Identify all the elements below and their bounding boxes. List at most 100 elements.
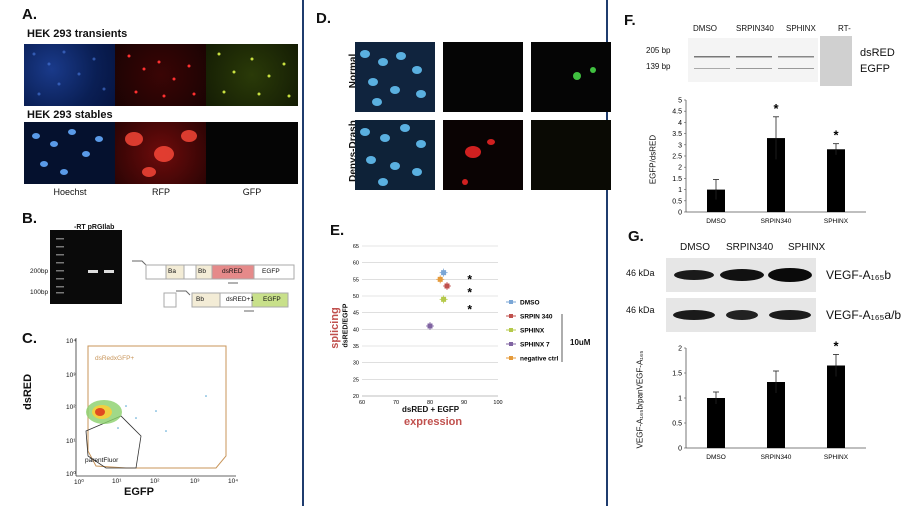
bar-bar-f-1	[767, 138, 785, 212]
divider-right	[606, 0, 608, 506]
gel-bands	[56, 238, 114, 294]
flow-xtick-0: 10⁰	[74, 479, 84, 486]
construct-diagram	[132, 260, 295, 312]
ytick-bar-f-1: 0.5	[672, 198, 682, 205]
bar-bar-g-0	[707, 398, 725, 448]
flow-ytick-3: 10³	[66, 372, 76, 379]
star-bar-g-2: *	[833, 340, 839, 354]
flow-xtick-1: 10¹	[112, 478, 122, 485]
ytick-bar-f-2: 1	[678, 187, 682, 194]
lane-f-srpin: SRPIN340	[736, 24, 774, 33]
legend-label-e-3: SPHINX 7	[520, 342, 550, 349]
flow-ytick-4: 10⁴	[66, 338, 77, 345]
legend-marker-e-0	[509, 300, 513, 304]
construct-bb-2: Bb	[196, 296, 204, 303]
ytick-bar-f-6: 3	[678, 142, 682, 149]
micrograph-d-normal-red	[443, 42, 523, 112]
point-e-0	[441, 270, 447, 276]
bar-chart-f: 0 0.5 1 1.5 2 2.5 3 3.5 4 4.5 5 DMSO SRPIN340 * SPHINX…	[672, 98, 866, 225]
star-e-0: *	[467, 272, 472, 286]
ytick-e-2: 30	[353, 361, 359, 367]
gel-marker-100: 100bp	[30, 289, 49, 296]
micrograph-a-gfp-transient	[206, 44, 298, 106]
gel-marker-200: 200bp	[30, 268, 49, 275]
flow-xtick-2: 10²	[150, 478, 160, 485]
bar-bar-f-0	[707, 189, 725, 212]
bar-bar-g-1	[767, 382, 785, 448]
xtick-bar-f-0: DMSO	[706, 218, 726, 225]
bar-chart-g: 0 0.5 1 1.5 2 DMSO SRPIN340 SPHINX *	[672, 340, 866, 461]
micrograph-a-hoechst-transient	[24, 44, 116, 106]
gate-label-bottom: parentFluor	[85, 457, 119, 464]
micrograph-a-dots	[32, 50, 291, 177]
lane-f-rt: RT-	[838, 24, 851, 33]
point-e-3	[427, 323, 433, 329]
panel-g-label: G.	[628, 228, 644, 245]
flow-xtick-4: 10⁴	[228, 478, 239, 485]
ytick-bar-f-0: 0	[678, 210, 682, 217]
blot-g-bands	[673, 268, 812, 320]
ytick-bar-f-8: 4	[678, 120, 682, 127]
ytick-bar-g-1: 0.5	[672, 421, 682, 428]
ytick-e-1: 25	[353, 377, 359, 383]
star-e-1: *	[467, 286, 472, 300]
ytick-e-5: 45	[353, 311, 359, 317]
legend-label-e-2: SPHINX	[520, 328, 545, 335]
construct-dsred: dsRED	[222, 268, 243, 275]
flow-ytick-0: 10⁰	[66, 471, 76, 478]
bar-bar-f-2	[827, 149, 845, 212]
xtick-bar-f-1: SRPIN340	[761, 218, 792, 225]
panel-a-row1-title: HEK 293 transients	[27, 28, 128, 40]
ytick-bar-f-4: 2	[678, 165, 682, 172]
gel-f-image	[688, 38, 818, 82]
bar-bar-g-2	[827, 365, 845, 448]
micrograph-d-dd-red	[443, 120, 523, 190]
scatter-plot-e: 20 25 30 35 40 45 50 55 60 65 60 70 80 90 100 DMSO SRPIN…	[353, 244, 563, 406]
flow-ylabel: dsRED	[22, 373, 34, 410]
star-bar-f-2: *	[833, 128, 839, 143]
ytick-e-3: 35	[353, 344, 359, 350]
ytick-bar-g-0: 0	[678, 446, 682, 453]
ytick-bar-f-3: 1.5	[672, 176, 682, 183]
xtick-e-0: 60	[359, 400, 365, 406]
caption-rfp: RFP	[152, 187, 170, 197]
band-egfp: EGFP	[860, 63, 890, 75]
flow-ytick-2: 10²	[66, 404, 76, 411]
scatter-bracket-label: 10uM	[570, 338, 591, 347]
ytick-bar-f-9: 4.5	[672, 109, 682, 116]
band-dsred: dsRED	[860, 47, 895, 59]
ytick-e-0: 20	[353, 394, 359, 400]
panel-b-label: B.	[22, 210, 37, 227]
bar-g-ylabel: VEGF-A₁₆₅b/panVEGF-A₁₆₅	[635, 350, 645, 449]
lane-f-sphinx: SPHINX	[786, 24, 816, 33]
ytick-bar-f-5: 2.5	[672, 154, 682, 161]
micrograph-a-gfp-stable	[206, 122, 298, 184]
legend-label-e-4: negative ctrl	[520, 356, 558, 363]
ytick-e-6: 50	[353, 294, 359, 300]
flow-ytick-1: 10¹	[66, 438, 76, 445]
ytick-bar-g-3: 1.5	[672, 371, 682, 378]
micrograph-a-rfp-transient	[115, 44, 207, 106]
micrograph-d-dd-green	[531, 120, 611, 190]
band-vegf-b: VEGF-A₁₆₅b	[826, 268, 892, 282]
construct-bb: Bb	[198, 268, 206, 275]
scatter-ylabel-extra: splicing	[329, 307, 341, 349]
lane-g-srpin: SRPIN340	[726, 242, 774, 253]
panel-c-label: C.	[22, 330, 37, 347]
lane-f-dmso: DMSO	[693, 24, 717, 33]
ytick-bar-g-2: 1	[678, 396, 682, 403]
bp-139: 139 bp	[646, 62, 671, 71]
lane-g-sphinx: SPHINX	[788, 242, 826, 253]
point-e-2	[441, 296, 447, 302]
lane-g-dmso: DMSO	[680, 242, 710, 253]
ytick-e-8: 60	[353, 261, 359, 267]
point-e-4	[437, 276, 443, 282]
xtick-bar-g-2: SPHINX	[824, 454, 849, 461]
construct-egfp: EGFP	[262, 268, 280, 275]
ytick-bar-f-7: 3.5	[672, 131, 682, 138]
legend-label-e-1: SRPIN 340	[520, 314, 553, 321]
xtick-e-1: 70	[393, 400, 399, 406]
construct-dsred-plus1: dsRED+1	[226, 296, 254, 303]
panel-a-label: A.	[22, 6, 37, 23]
flow-xtick-3: 10³	[190, 478, 200, 485]
